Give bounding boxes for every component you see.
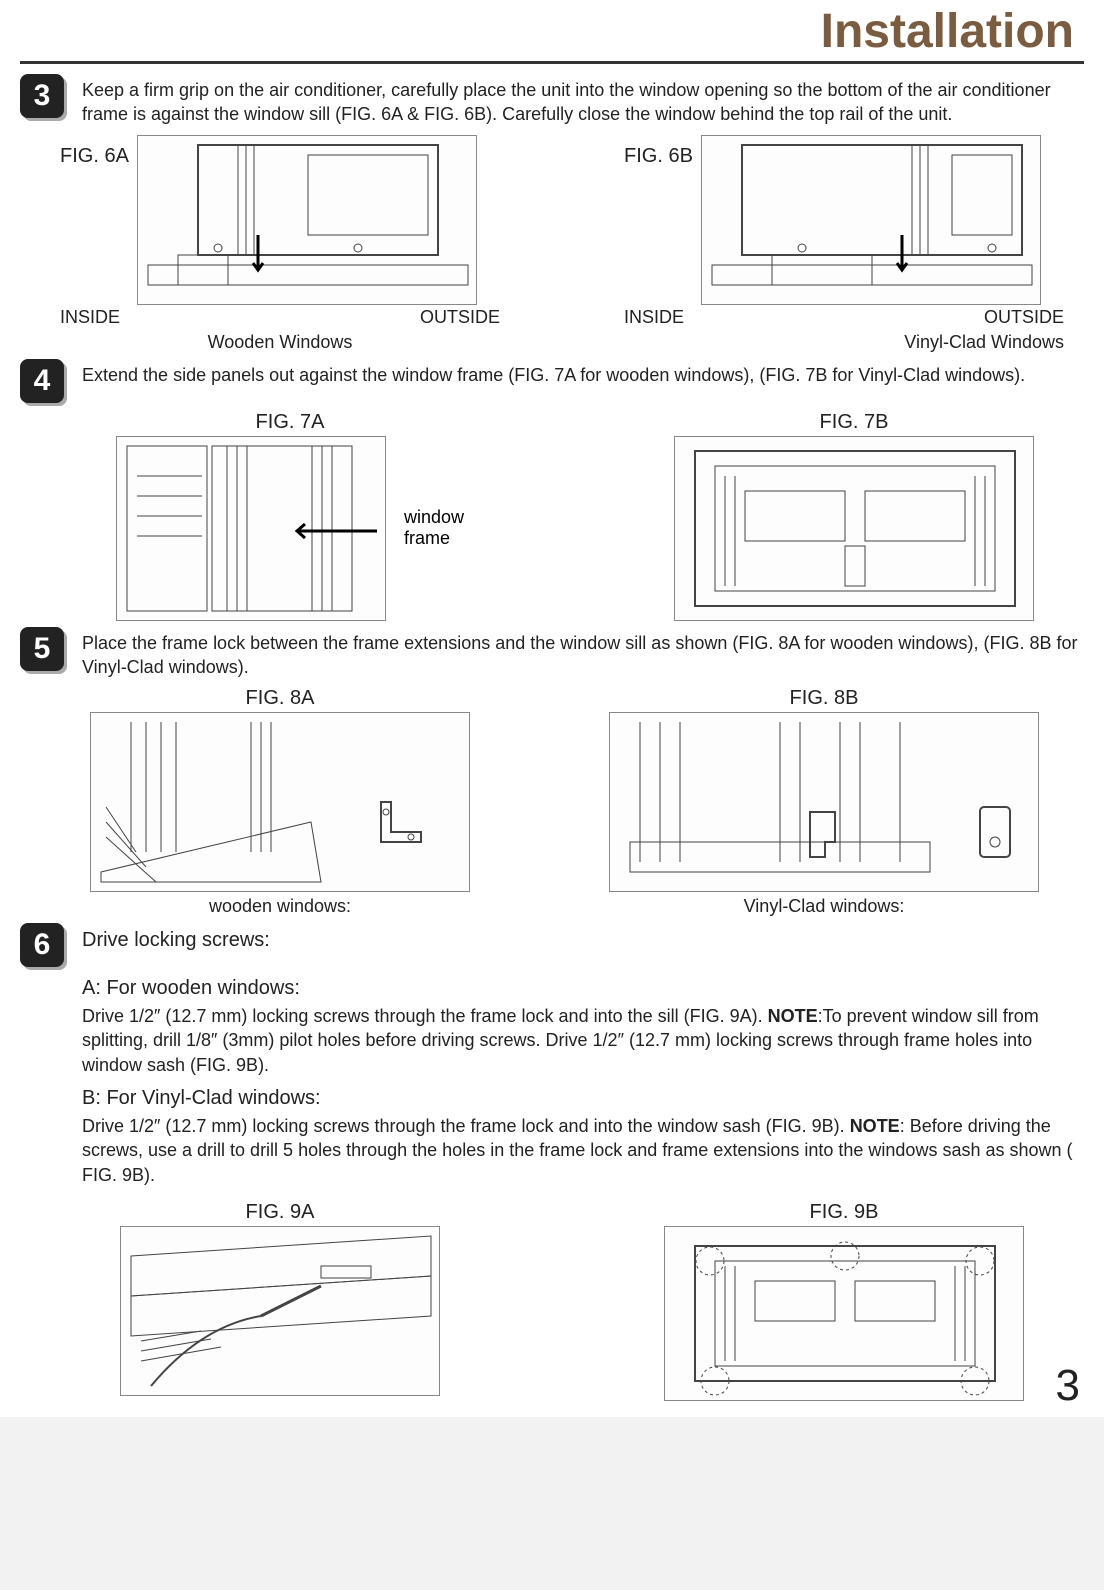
fig-6a-io: INSIDE OUTSIDE	[60, 307, 500, 328]
fig-6a-label: FIG. 6A	[60, 145, 129, 168]
fig-6b-svg	[702, 135, 1040, 305]
fig-6b-inside: INSIDE	[624, 307, 684, 328]
step-6-number: 6	[20, 923, 64, 967]
fig-6b-label: FIG. 6B	[624, 145, 693, 168]
fig-9b-image	[664, 1226, 1024, 1401]
fig-8b-svg	[610, 712, 1038, 892]
step-5-number: 5	[20, 627, 64, 671]
fig-7b-svg	[675, 436, 1033, 621]
fig-7b-label: FIG. 7B	[820, 411, 889, 434]
fig-8b-caption: Vinyl-Clad windows:	[744, 896, 905, 917]
fig-9a-col: FIG. 9A	[60, 1201, 500, 1401]
step-3: 3 Keep a firm grip on the air conditione…	[20, 74, 1084, 127]
fig-6a-col: FIG. 6A	[60, 135, 500, 353]
fig-7a-annot-2: frame	[404, 528, 464, 549]
fig-row-7: FIG. 7A	[60, 411, 1064, 621]
step-6-body: A: For wooden windows: Drive 1/2″ (12.7 …	[82, 977, 1084, 1187]
fig-7b-col: FIG. 7B	[644, 411, 1064, 621]
step-6: 6 Drive locking screws:	[20, 923, 1084, 967]
fig-9b-col: FIG. 9B	[624, 1201, 1064, 1401]
step-6-heading: Drive locking screws:	[82, 923, 270, 954]
step-6b-heading: B: For Vinyl-Clad windows:	[82, 1087, 1084, 1110]
step-6a-note: NOTE	[768, 1006, 818, 1026]
fig-6a-outside: OUTSIDE	[420, 307, 500, 328]
fig-6a-inside: INSIDE	[60, 307, 120, 328]
step-4-number: 4	[20, 359, 64, 403]
step-6b-para: Drive 1/2″ (12.7 mm) locking screws thro…	[82, 1114, 1084, 1187]
fig-8b-image	[609, 712, 1039, 892]
fig-8a-svg	[91, 712, 469, 892]
fig-8a-caption: wooden windows:	[209, 896, 351, 917]
fig-6b-caption: Vinyl-Clad Windows	[904, 332, 1064, 353]
page-title: Installation	[20, 0, 1084, 64]
step-6b-pre: Drive 1/2″ (12.7 mm) locking screws thro…	[82, 1116, 850, 1136]
fig-6a-caption: Wooden Windows	[208, 332, 353, 353]
fig-9a-svg	[121, 1226, 439, 1396]
fig-row-6: FIG. 6A	[60, 135, 1064, 353]
fig-9a-label: FIG. 9A	[246, 1201, 315, 1224]
fig-7a-image	[116, 436, 386, 621]
fig-7b-image	[674, 436, 1034, 621]
fig-6b-image	[701, 135, 1041, 305]
fig-8a-label: FIG. 8A	[246, 687, 315, 710]
fig-7a-label: FIG. 7A	[256, 411, 325, 434]
step-4-text: Extend the side panels out against the w…	[82, 359, 1025, 387]
step-6a-para: Drive 1/2″ (12.7 mm) locking screws thro…	[82, 1004, 1084, 1077]
fig-row-9: FIG. 9A FIG. 9B	[60, 1201, 1064, 1401]
fig-6a-image	[137, 135, 477, 305]
fig-9b-label: FIG. 9B	[810, 1201, 879, 1224]
fig-8b-col: FIG. 8B Vinyl-Clad windows:	[584, 687, 1064, 917]
step-5: 5 Place the frame lock between the frame…	[20, 627, 1084, 680]
fig-6b-outside: OUTSIDE	[984, 307, 1064, 328]
fig-8a-col: FIG. 8A wooden windows:	[60, 687, 500, 917]
step-6b-note: NOTE	[850, 1116, 900, 1136]
fig-8a-image	[90, 712, 470, 892]
page-number: 3	[1056, 1361, 1080, 1411]
page: Installation 3 Keep a firm grip on the a…	[0, 0, 1104, 1417]
step-6a-pre: Drive 1/2″ (12.7 mm) locking screws thro…	[82, 1006, 768, 1026]
fig-6b-io: INSIDE OUTSIDE	[624, 307, 1064, 328]
fig-6b-col: FIG. 6B	[624, 135, 1064, 353]
step-5-text: Place the frame lock between the frame e…	[82, 627, 1084, 680]
step-3-number: 3	[20, 74, 64, 118]
fig-7a-col: FIG. 7A	[60, 411, 520, 621]
step-4: 4 Extend the side panels out against the…	[20, 359, 1084, 403]
fig-7a-annot-1: window	[404, 507, 464, 528]
fig-row-8: FIG. 8A wooden windows:	[60, 687, 1064, 917]
step-6a-heading: A: For wooden windows:	[82, 977, 1084, 1000]
step-3-text: Keep a firm grip on the air conditioner,…	[82, 74, 1084, 127]
fig-8b-label: FIG. 8B	[790, 687, 859, 710]
fig-9b-svg	[665, 1226, 1023, 1401]
fig-9a-image	[120, 1226, 440, 1396]
fig-6a-svg	[138, 135, 476, 305]
fig-7a-svg	[117, 436, 385, 621]
